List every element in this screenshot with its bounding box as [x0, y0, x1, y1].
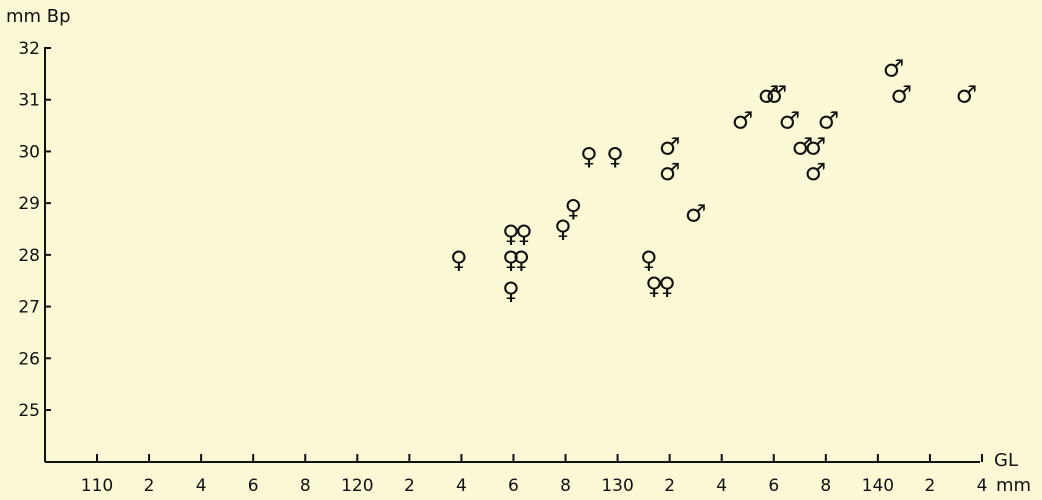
y-tick-label: 25 — [18, 401, 40, 421]
y-tick-label: 32 — [18, 39, 40, 59]
male-data-point: ♂ — [758, 81, 780, 109]
x-tick-label: 2 — [404, 476, 415, 496]
x-tick-label: 4 — [716, 476, 727, 496]
y-tick-label: 27 — [18, 298, 40, 318]
female-data-point: ♀ — [658, 272, 676, 300]
female-data-point: ♀ — [554, 215, 572, 243]
x-tick-label: 6 — [768, 476, 779, 496]
y-axis-title: mm Bp — [6, 6, 71, 27]
x-axis-ticks: 110 2 4 6 8 120 2 4 6 8 130 2 4 6 8 140 2 4 — [81, 454, 988, 496]
male-data-point: ♂ — [956, 81, 978, 109]
x-tick-label: 6 — [248, 476, 259, 496]
male-data-point: ♂ — [685, 199, 707, 227]
male-data-point: ♂ — [805, 158, 827, 186]
x-tick-label: 8 — [820, 476, 831, 496]
x-tick-label: 130 — [601, 476, 633, 496]
female-data-point: ♀ — [502, 220, 520, 248]
female-data-point: ♀ — [645, 272, 663, 300]
female-data-point: ♀ — [512, 246, 530, 274]
x-tick-label: 6 — [508, 476, 519, 496]
female-data-point: ♀ — [606, 143, 624, 171]
x-tick-label: 2 — [925, 476, 936, 496]
male-data-point: ♂ — [792, 132, 814, 160]
x-tick-label: 2 — [144, 476, 155, 496]
x-axis-title: GL — [994, 450, 1018, 471]
male-data-point: ♂ — [779, 106, 801, 134]
male-data-point: ♂ — [805, 132, 827, 160]
female-data-point: ♀ — [450, 246, 468, 274]
x-tick-label: 140 — [862, 476, 894, 496]
male-data-point: ♂ — [766, 81, 788, 109]
female-data-point: ♀ — [515, 220, 533, 248]
x-tick-label: 4 — [977, 476, 988, 496]
x-axis-unit: mm — [996, 475, 1031, 496]
y-axis-ticks: 25 26 27 28 29 30 31 32 — [18, 39, 51, 421]
x-tick-label: 8 — [300, 476, 311, 496]
x-tick-label: 110 — [81, 476, 113, 496]
female-data-point: ♀ — [502, 246, 520, 274]
y-tick-label: 30 — [18, 142, 40, 162]
y-tick-label: 31 — [18, 91, 40, 111]
male-data-point: ♂ — [732, 106, 754, 134]
female-data-point: ♀ — [580, 143, 598, 171]
x-tick-label: 8 — [560, 476, 571, 496]
male-data-point: ♂ — [818, 106, 840, 134]
x-tick-label: 4 — [196, 476, 207, 496]
y-tick-label: 29 — [18, 194, 40, 214]
male-data-point: ♂ — [659, 132, 681, 160]
male-data-point: ♂ — [883, 55, 905, 83]
female-data-point: ♀ — [565, 194, 583, 222]
x-tick-label: 4 — [456, 476, 467, 496]
female-data-point: ♀ — [640, 246, 658, 274]
x-tick-label: 120 — [341, 476, 373, 496]
x-tick-label: 2 — [664, 476, 675, 496]
female-data-point: ♀ — [502, 277, 520, 305]
male-data-point: ♂ — [659, 158, 681, 186]
data-points: ♀♀♀♀♀♀♀♀♀ ♀♀♀♀♂♂♂♂♂♂♂♂♂♂♂♂♂ ♂ — [450, 55, 977, 305]
y-tick-label: 26 — [18, 349, 40, 369]
male-data-point: ♂ — [891, 81, 913, 109]
y-tick-label: 28 — [18, 246, 40, 266]
